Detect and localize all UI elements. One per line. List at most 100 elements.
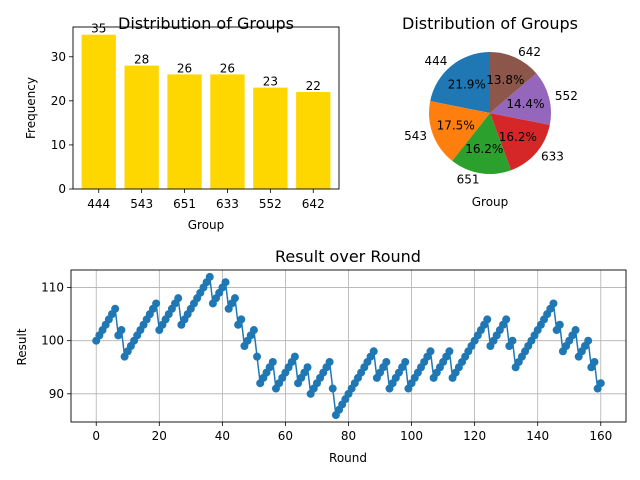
bar-value-label: 26 bbox=[177, 61, 192, 75]
y-tick-label: 0 bbox=[58, 182, 66, 196]
bar-chart: Distribution of Groups 35 28 26 26 23 22 0 10 2… bbox=[24, 14, 340, 232]
bar-chart-title: Distribution of Groups bbox=[118, 14, 294, 33]
y-tick-label: 20 bbox=[51, 94, 66, 108]
x-tick-label: 60 bbox=[278, 429, 293, 443]
y-tick-label: 90 bbox=[49, 387, 64, 401]
result-point bbox=[555, 320, 564, 329]
result-point bbox=[174, 294, 183, 303]
x-tick-label: 633 bbox=[216, 197, 239, 211]
bar-chart-x-label: Group bbox=[188, 218, 225, 232]
result-point bbox=[445, 347, 454, 356]
result-point bbox=[401, 357, 410, 366]
y-tick-label: 110 bbox=[41, 281, 64, 295]
x-tick-label: 140 bbox=[526, 429, 549, 443]
pie-slice-552 bbox=[490, 73, 551, 125]
pie-chart: Distribution of Groups 21.9%444 17.5% 543 1… bbox=[402, 14, 578, 209]
line-chart-axes: 0 20 40 60 80 100 120 140 160 90 100 110 bbox=[41, 281, 612, 443]
x-tick-label: 552 bbox=[259, 197, 282, 211]
result-point bbox=[483, 315, 492, 324]
pie-slice-633 bbox=[490, 113, 550, 171]
pie-slice-651 bbox=[452, 113, 512, 174]
y-tick-label: 10 bbox=[51, 138, 66, 152]
line-chart-title: Result over Round bbox=[275, 247, 421, 266]
result-point bbox=[382, 357, 391, 366]
x-tick-label: 120 bbox=[463, 429, 486, 443]
line-chart-series bbox=[92, 272, 605, 420]
result-point bbox=[328, 384, 337, 393]
pie-category-label: 651 bbox=[457, 172, 480, 186]
bar-value-label: 23 bbox=[263, 75, 278, 89]
result-point bbox=[237, 315, 246, 324]
pie-category-label: 633 bbox=[541, 150, 564, 164]
result-point bbox=[502, 315, 511, 324]
x-tick-label: 642 bbox=[302, 197, 325, 211]
result-point bbox=[369, 347, 378, 356]
pie-category-label: 444 bbox=[425, 54, 448, 68]
result-point bbox=[221, 278, 230, 287]
y-tick-label: 30 bbox=[51, 50, 66, 64]
x-tick-label: 160 bbox=[589, 429, 612, 443]
bar-chart-x-axis: 444 543 651 633 552 642 bbox=[87, 189, 325, 211]
bar-552 bbox=[253, 87, 288, 189]
result-point bbox=[205, 272, 214, 281]
result-point bbox=[508, 336, 517, 345]
pie-percent-label: 13.8% bbox=[486, 73, 524, 87]
pie-slice-444 bbox=[430, 52, 490, 113]
result-point bbox=[290, 352, 299, 361]
result-point bbox=[584, 336, 593, 345]
pie-chart-x-label: Group bbox=[472, 195, 509, 209]
bar-444 bbox=[81, 34, 116, 189]
bar-543 bbox=[124, 65, 159, 189]
x-tick-label: 20 bbox=[152, 429, 167, 443]
pie-category-label: 543 bbox=[404, 129, 427, 143]
pie-category-label: 642 bbox=[518, 45, 541, 59]
result-point bbox=[303, 363, 312, 372]
bar-chart-bars: 35 28 26 26 23 22 bbox=[81, 22, 331, 189]
pie-slice-642 bbox=[490, 52, 537, 113]
bar-633 bbox=[210, 74, 245, 189]
pie-percent-label: 16.2% bbox=[499, 130, 537, 144]
result-point bbox=[111, 304, 120, 313]
x-tick-label: 651 bbox=[173, 197, 196, 211]
bar-chart-y-label: Frequency bbox=[24, 77, 38, 139]
x-tick-label: 80 bbox=[341, 429, 356, 443]
pie-percent-label: 16.2% bbox=[465, 142, 503, 156]
result-point bbox=[117, 326, 126, 335]
pie-percent-label: 21.9% bbox=[448, 78, 486, 92]
result-point bbox=[596, 379, 605, 388]
line-chart: Result over Round 0 20 40 60 80 100 120 140 160 9… bbox=[15, 247, 627, 465]
x-tick-label: 40 bbox=[215, 429, 230, 443]
bar-value-label: 22 bbox=[306, 79, 321, 93]
x-tick-label: 543 bbox=[130, 197, 153, 211]
bar-value-label: 35 bbox=[91, 22, 106, 36]
pie-chart-labels: 21.9%444 17.5% 543 16.2% 651 16.2% 633 14.4% 552… bbox=[404, 45, 578, 186]
bar-chart-y-axis: 0 10 20 30 bbox=[51, 50, 73, 196]
pie-percent-label: 14.4% bbox=[506, 97, 544, 111]
x-tick-label: 444 bbox=[87, 197, 110, 211]
bar-value-label: 28 bbox=[134, 53, 149, 67]
bar-642 bbox=[296, 92, 331, 189]
pie-slice-543 bbox=[429, 101, 490, 161]
result-point bbox=[549, 299, 558, 308]
pie-category-label: 552 bbox=[555, 89, 578, 103]
bar-chart-frame bbox=[72, 26, 340, 190]
y-tick-label: 100 bbox=[41, 334, 64, 348]
line-chart-x-label: Round bbox=[329, 451, 367, 465]
x-tick-label: 100 bbox=[400, 429, 423, 443]
result-point bbox=[253, 352, 262, 361]
x-tick-label: 0 bbox=[92, 429, 100, 443]
line-chart-y-label: Result bbox=[15, 328, 29, 365]
result-point bbox=[152, 299, 161, 308]
result-point bbox=[230, 294, 239, 303]
result-point bbox=[249, 326, 258, 335]
bar-651 bbox=[167, 74, 202, 189]
result-point bbox=[268, 357, 277, 366]
pie-percent-label: 17.5% bbox=[437, 119, 475, 133]
bar-value-label: 26 bbox=[220, 61, 235, 75]
result-point bbox=[325, 357, 334, 366]
result-point bbox=[571, 326, 580, 335]
pie-chart-title: Distribution of Groups bbox=[402, 14, 578, 33]
result-point bbox=[426, 347, 435, 356]
line-chart-frame bbox=[70, 269, 627, 423]
